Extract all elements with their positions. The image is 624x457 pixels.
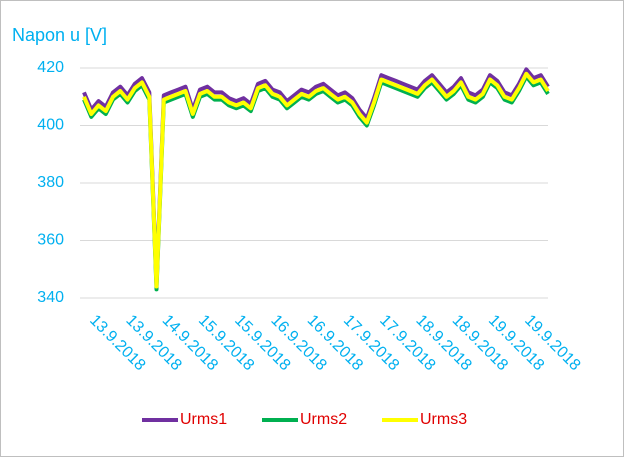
legend-label: Urms2 (300, 411, 347, 428)
legend-label: Urms3 (420, 411, 467, 428)
legend-label: Urms1 (180, 411, 227, 428)
y-tick-label: 400 (37, 117, 64, 134)
y-tick-label: 380 (37, 174, 64, 191)
y-tick-label: 420 (37, 59, 64, 76)
y-axis-label: Napon u [V] (12, 25, 107, 45)
y-tick-label: 360 (37, 232, 64, 249)
y-tick-label: 340 (37, 289, 64, 306)
series-line (82, 71, 550, 289)
